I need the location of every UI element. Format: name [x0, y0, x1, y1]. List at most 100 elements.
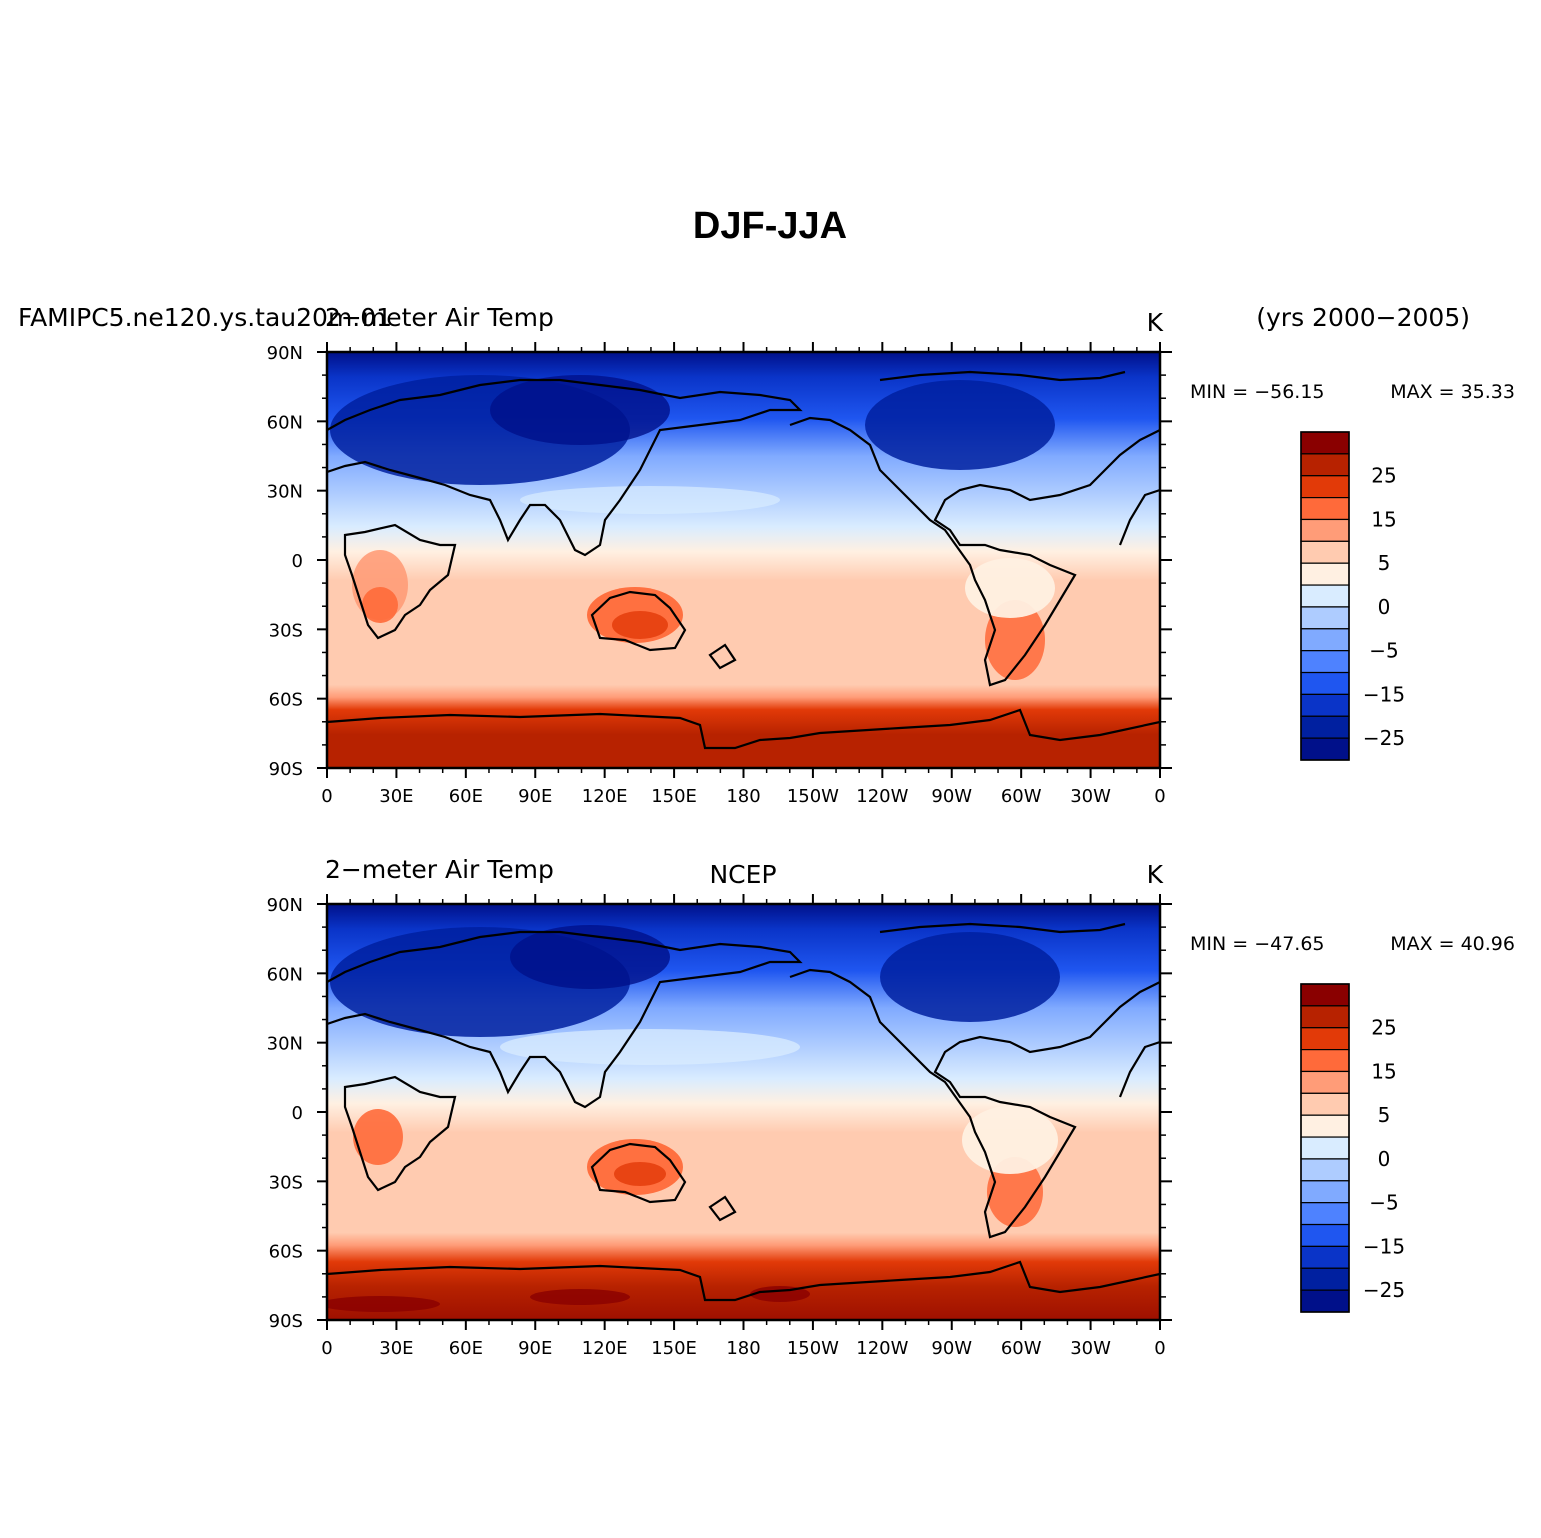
years-label: (yrs 2000−2005): [1256, 303, 1470, 332]
panel-top-left-title: FAMIPC5.ne120.ys.tau20m.01: [18, 303, 392, 332]
panel-top-xtick-label: 180: [726, 786, 760, 807]
panel-top-ticks: 0 30E 60E 90E 120E 150E 180 150W 120W 90W 60W 30W 09…: [267, 342, 1172, 807]
panel-bottom-xtick-label: 60W: [1001, 1338, 1042, 1359]
panel-bottom: 2−meter Air Temp NCEP K MIN = −47.65 MAX…: [267, 855, 1515, 1359]
panel-bottom-colorbar-swatch: [1300, 1092, 1350, 1116]
panel-bottom-ticks: 0 30E 60E 90E 120E 150E 180 150W 120W 90W 60W 30W 09…: [267, 894, 1172, 1359]
panel-bottom-xtick-label: 0: [321, 1338, 332, 1359]
panel-bottom-ytick-label: 90S: [269, 1311, 303, 1332]
panel-bottom-colorbar: 25 15 5 0 −5 −15 −25: [1300, 983, 1405, 1313]
panel-bottom-coastlines: [327, 922, 1160, 1302]
panel-bottom-ytick-label: 60S: [269, 1242, 303, 1263]
panel-top-coastlines: [327, 370, 1160, 750]
panel-bottom-ytick-label: 90N: [267, 895, 303, 916]
panel-bottom-colorbar-swatch: [1300, 1289, 1350, 1313]
panel-top-colorbar-label: 0: [1378, 595, 1391, 619]
panel-bottom-colorbar-swatch: [1300, 1027, 1350, 1051]
panel-top-colorbar-swatch: [1300, 628, 1350, 652]
panel-bottom-center-title: NCEP: [709, 860, 776, 889]
panel-top-xtick-label: 120E: [582, 786, 628, 807]
panel-bottom-colorbar-label: −5: [1369, 1191, 1398, 1215]
panel-top-colorbar-swatch: [1300, 606, 1350, 630]
panel-bottom-xtick-label: 120E: [582, 1338, 628, 1359]
panel-bottom-xtick-label: 30W: [1070, 1338, 1111, 1359]
panel-bottom-units: K: [1147, 860, 1164, 889]
panel-bottom-colorbar-label: 25: [1371, 1016, 1396, 1040]
panel-top-colorbar-frame: [1300, 431, 1350, 761]
panel-top-colorbar-label: 5: [1378, 551, 1391, 575]
panel-top-xtick-label: 0: [1154, 786, 1165, 807]
panel-bottom-colorbar-label: −15: [1363, 1234, 1405, 1258]
panel-bottom-colorbar-label: 15: [1371, 1059, 1396, 1083]
panel-top-xtick-label: 30W: [1070, 786, 1111, 807]
panel-top-colorbar-swatch: [1300, 693, 1350, 717]
panel-bottom-colorbar-swatch: [1300, 1114, 1350, 1138]
panel-bottom-ytick-label: 30S: [269, 1172, 303, 1193]
panel-top-colorbar-swatch: [1300, 650, 1350, 674]
panel-bottom-xtick-label: 120W: [856, 1338, 908, 1359]
panel-bottom-ytick-label: 60N: [267, 964, 303, 985]
panel-top-colorbar-swatch: [1300, 562, 1350, 586]
panel-top: FAMIPC5.ne120.ys.tau20m.01 2−meter Air T…: [18, 303, 1515, 807]
panel-top-colorbar-label: 15: [1371, 507, 1396, 531]
panel-top-ytick-label: 30N: [267, 482, 303, 503]
panel-bottom-ytick-label: 30N: [267, 1034, 303, 1055]
panel-bottom-colorbar-frame: [1300, 983, 1350, 1313]
figure-title: DJF-JJA: [693, 205, 847, 247]
panel-bottom-colorbar-swatch: [1300, 1267, 1350, 1291]
panel-bottom-xtick-label: 0: [1154, 1338, 1165, 1359]
panel-top-xtick-label: 30E: [379, 786, 413, 807]
panel-top-ytick-label: 90S: [269, 759, 303, 780]
panel-top-colorbar-swatch: [1300, 497, 1350, 521]
panel-top-max: MAX = 35.33: [1390, 381, 1515, 403]
panel-top-colorbar-swatch: [1300, 518, 1350, 542]
panel-bottom-xtick-label: 60E: [449, 1338, 483, 1359]
panel-bottom-colorbar-swatch: [1300, 1136, 1350, 1160]
panel-bottom-colorbar-swatch: [1300, 1245, 1350, 1269]
panel-bottom-xtick-label: 30E: [379, 1338, 413, 1359]
panel-top-ytick-label: 60S: [269, 690, 303, 711]
panel-top-colorbar-swatch: [1300, 671, 1350, 695]
panel-bottom-ytick-label: 0: [292, 1103, 303, 1124]
panel-top-colorbar-swatch: [1300, 453, 1350, 477]
panel-top-map: [327, 352, 1160, 768]
panel-top-colorbar-label: −5: [1369, 639, 1398, 663]
panel-top-colorbar-swatch: [1300, 475, 1350, 499]
panel-top-xtick-label: 60E: [449, 786, 483, 807]
panel-top-ytick-label: 30S: [269, 620, 303, 641]
panel-top-xtick-label: 150E: [651, 786, 697, 807]
panel-top-colorbar-label: −25: [1363, 726, 1405, 750]
panel-bottom-colorbar-swatch: [1300, 1158, 1350, 1182]
panel-top-variable-title: 2−meter Air Temp: [325, 303, 554, 332]
panel-top-xtick-label: 150W: [787, 786, 839, 807]
panel-bottom-colorbar-label: 0: [1378, 1147, 1391, 1171]
panel-top-xtick-label: 90W: [931, 786, 972, 807]
panel-top-colorbar-swatch: [1300, 540, 1350, 564]
panel-bottom-colorbar-swatch: [1300, 1048, 1350, 1073]
panel-bottom-xtick-label: 90W: [931, 1338, 972, 1359]
panel-bottom-xtick-label: 180: [726, 1338, 760, 1359]
panel-bottom-colorbar-swatch: [1300, 1202, 1350, 1226]
panel-top-xtick-label: 60W: [1001, 786, 1042, 807]
panel-bottom-xtick-label: 90E: [518, 1338, 552, 1359]
panel-top-colorbar-swatch: [1300, 715, 1350, 739]
panel-top-ytick-label: 60N: [267, 412, 303, 433]
panel-top-min: MIN = −56.15: [1190, 381, 1325, 403]
panel-top-xtick-label: 90E: [518, 786, 552, 807]
panel-top-colorbar-swatch: [1300, 584, 1350, 608]
panel-bottom-colorbar-swatch: [1300, 1180, 1350, 1204]
panel-top-colorbar-swatch: [1300, 431, 1350, 455]
panel-bottom-colorbar-swatch: [1300, 1070, 1350, 1094]
panel-top-xtick-label: 120W: [856, 786, 908, 807]
panel-bottom-colorbar-swatch: [1300, 1223, 1350, 1247]
panel-bottom-left-title: 2−meter Air Temp: [325, 855, 554, 884]
panel-bottom-xtick-label: 150W: [787, 1338, 839, 1359]
panel-top-colorbar-label: 25: [1371, 464, 1396, 488]
panel-bottom-min: MIN = −47.65: [1190, 933, 1325, 955]
panel-bottom-colorbar-label: −25: [1363, 1278, 1405, 1302]
panel-bottom-max: MAX = 40.96: [1390, 933, 1515, 955]
panel-bottom-colorbar-swatch: [1300, 983, 1350, 1007]
panel-top-xtick-label: 0: [321, 786, 332, 807]
panel-top-colorbar-label: −15: [1363, 682, 1405, 706]
panel-bottom-colorbar-swatch: [1300, 1005, 1350, 1029]
